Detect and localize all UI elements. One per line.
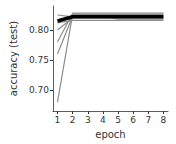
svg-text:0.70: 0.70 xyxy=(29,85,49,95)
svg-text:accuracy (test): accuracy (test) xyxy=(8,21,19,96)
svg-text:1: 1 xyxy=(55,115,61,125)
svg-text:2: 2 xyxy=(70,115,76,125)
svg-text:4: 4 xyxy=(100,115,106,125)
svg-text:0.75: 0.75 xyxy=(29,55,49,65)
svg-text:3: 3 xyxy=(85,115,91,125)
svg-text:7: 7 xyxy=(145,115,151,125)
svg-text:8: 8 xyxy=(161,115,167,125)
svg-text:6: 6 xyxy=(130,115,136,125)
svg-text:5: 5 xyxy=(115,115,121,125)
svg-text:epoch: epoch xyxy=(95,129,125,140)
svg-text:0.80: 0.80 xyxy=(29,25,49,35)
